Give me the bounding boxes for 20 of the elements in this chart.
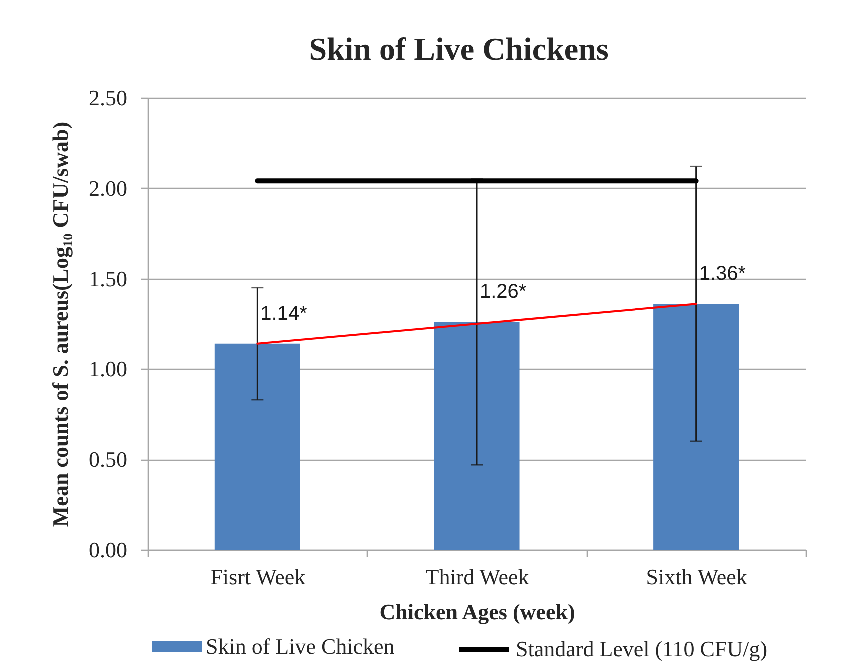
legend-label: Skin of Live Chicken [206, 634, 395, 659]
x-axis-title: Chicken Ages (week) [380, 600, 576, 624]
y-axis-title: Mean counts of S. aureus(Log₁₀ CFU/swab) [48, 122, 73, 528]
y-tick-label: 1.00 [89, 356, 128, 382]
x-tick-label: Sixth Week [646, 564, 748, 590]
chart-title: Skin of Live Chickens [309, 31, 609, 67]
bar [434, 322, 520, 550]
data-label: 1.14* [260, 302, 308, 325]
y-tick-label: 2.50 [89, 86, 128, 110]
legend-label: Standard Level (110 CFU/g) [516, 636, 768, 662]
x-tick-label: Third Week [426, 564, 530, 590]
y-tick-label: 0.50 [89, 447, 128, 472]
y-tick-label: 1.50 [89, 266, 128, 292]
data-label: 1.26* [480, 281, 527, 304]
data-label: 1.36* [699, 263, 746, 286]
y-tick-label: 0.00 [89, 538, 128, 562]
bar [654, 304, 740, 550]
x-tick-label: Fisrt Week [210, 564, 306, 590]
bar [214, 344, 300, 550]
y-tick-label: 2.00 [89, 176, 128, 201]
